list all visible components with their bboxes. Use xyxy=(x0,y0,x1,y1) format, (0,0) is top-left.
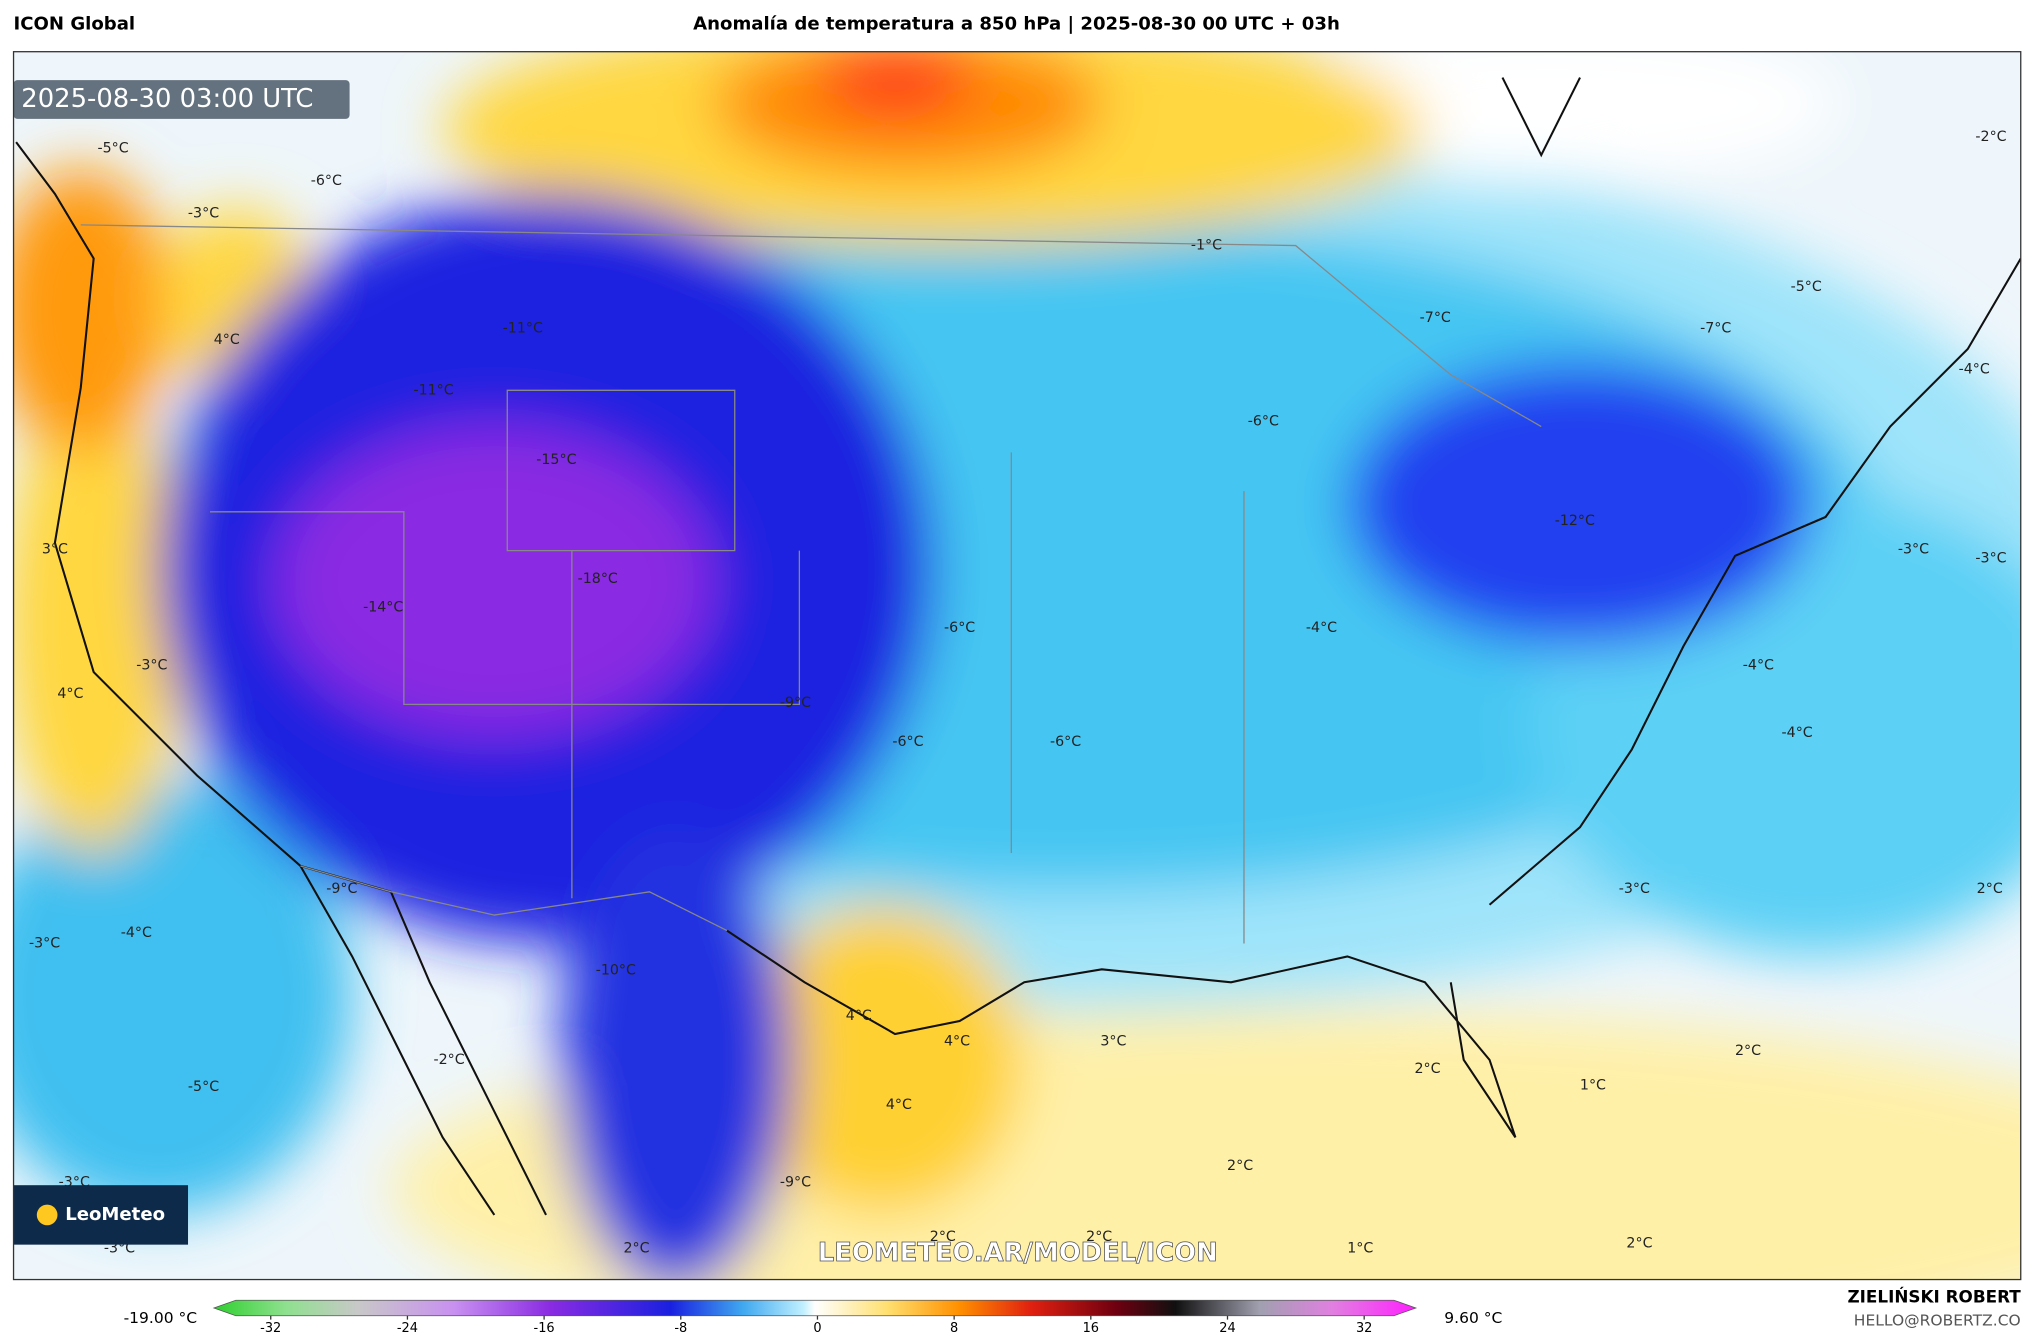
temp-label: 4°C xyxy=(944,1034,970,1050)
colorbar-tick-label: 0 xyxy=(813,1321,821,1336)
coastlines xyxy=(15,77,2021,1216)
temp-label: -12°C xyxy=(1555,513,1595,529)
temp-label: 2°C xyxy=(1227,1158,1253,1174)
temp-label: -4°C xyxy=(1306,620,1337,636)
temp-label: -5°C xyxy=(1791,279,1822,295)
colorbar-tick-label: 16 xyxy=(1083,1321,1099,1336)
temp-label: -4°C xyxy=(1782,725,1813,741)
temp-label: -11°C xyxy=(413,382,453,398)
map-title: Anomalía de temperatura a 850 hPa | 2025… xyxy=(693,14,1340,35)
temp-label: -7°C xyxy=(1420,310,1451,326)
colorbar-tick-label: -8 xyxy=(674,1321,687,1336)
temp-label: -10°C xyxy=(596,963,636,979)
temp-label: 1°C xyxy=(1580,1078,1606,1094)
temp-label: 2°C xyxy=(930,1229,956,1245)
colorbar-max: 9.60 °C xyxy=(1444,1309,1502,1327)
temp-label: 4°C xyxy=(846,1008,872,1024)
map: 2025-08-30 03:00 UTC -5°C -6°C -3°C 4°C -11°… xyxy=(13,51,2021,1280)
temp-label: 2°C xyxy=(1735,1043,1761,1059)
temp-label: 2°C xyxy=(1414,1061,1440,1077)
temp-label: -3°C xyxy=(1975,550,2006,566)
temp-label: 2°C xyxy=(1086,1229,1112,1245)
temp-label: -2°C xyxy=(434,1052,465,1068)
temp-label: -15°C xyxy=(536,452,576,468)
colorbar xyxy=(212,1299,1418,1317)
temp-label: 2°C xyxy=(623,1241,649,1257)
colorbar-tick-label: -32 xyxy=(260,1321,281,1336)
temp-label: 4°C xyxy=(886,1097,912,1113)
colorbar-tick-label: 8 xyxy=(950,1321,958,1336)
temp-label: -3°C xyxy=(188,205,219,221)
temp-label: 2°C xyxy=(1977,881,2003,897)
anomaly-field xyxy=(13,51,2021,1280)
temperature-labels: -5°C -6°C -3°C 4°C -11°C -11°C -15°C 3°C -18°C -1… xyxy=(29,129,2007,1257)
temp-label: -6°C xyxy=(1248,413,1279,429)
colorbar-min: -19.00 °C xyxy=(124,1309,197,1327)
temp-label: -6°C xyxy=(892,734,923,750)
temp-label: 3°C xyxy=(42,541,68,557)
temp-label: -6°C xyxy=(1050,734,1081,750)
temp-label: -9°C xyxy=(780,1175,811,1191)
temp-label: -4°C xyxy=(1743,658,1774,674)
temp-label: 1°C xyxy=(1347,1241,1373,1257)
colorbar-tick-label: -24 xyxy=(397,1321,418,1336)
temp-label: 4°C xyxy=(57,686,83,702)
temp-label: -4°C xyxy=(1959,362,1990,378)
colorbar-tick-label: -16 xyxy=(534,1321,555,1336)
borders xyxy=(80,224,1542,944)
temp-label: -3°C xyxy=(1619,881,1650,897)
temp-label: 4°C xyxy=(214,332,240,348)
temp-label: -1°C xyxy=(1191,238,1222,254)
timestamp: 2025-08-30 03:00 UTC xyxy=(21,84,313,114)
temp-label: -18°C xyxy=(578,571,618,587)
colorbar-tick-label: 24 xyxy=(1219,1321,1235,1336)
temp-label: -6°C xyxy=(944,620,975,636)
temp-label: -5°C xyxy=(97,141,128,157)
temp-label: -6°C xyxy=(311,173,342,189)
colorbar-tick-label: 32 xyxy=(1356,1321,1372,1336)
temp-label: -4°C xyxy=(121,925,152,941)
temp-label: -7°C xyxy=(1700,320,1731,336)
temp-label: -9°C xyxy=(326,881,357,897)
colorbar-ticks: -32 -24 -16 -8 0 8 16 24 32 xyxy=(260,1315,1372,1336)
logo: LeoMeteo xyxy=(65,1204,165,1225)
watermark: LEOMETEO.AR/MODEL/ICON xyxy=(818,1238,1218,1268)
temp-label: -3°C xyxy=(136,658,167,674)
temp-label: 2°C xyxy=(1626,1235,1652,1251)
logo-sun xyxy=(36,1204,58,1226)
author: ZIELIŃSKI ROBERT xyxy=(1847,1286,2021,1307)
temp-label: 3°C xyxy=(1100,1034,1126,1050)
temp-label: -5°C xyxy=(188,1079,219,1095)
temp-label: -3°C xyxy=(29,936,60,952)
temp-label: -2°C xyxy=(1975,129,2006,145)
temp-label: -11°C xyxy=(503,320,543,336)
temp-label: -14°C xyxy=(363,599,403,615)
map-frame xyxy=(12,51,2022,1281)
model-name: ICON Global xyxy=(14,14,136,35)
timestamp-box xyxy=(13,80,350,119)
temp-label: -3°C xyxy=(1898,541,1929,557)
email: HELLO@ROBERTZ.CO xyxy=(1854,1311,2021,1329)
temp-label: -9°C xyxy=(780,695,811,711)
